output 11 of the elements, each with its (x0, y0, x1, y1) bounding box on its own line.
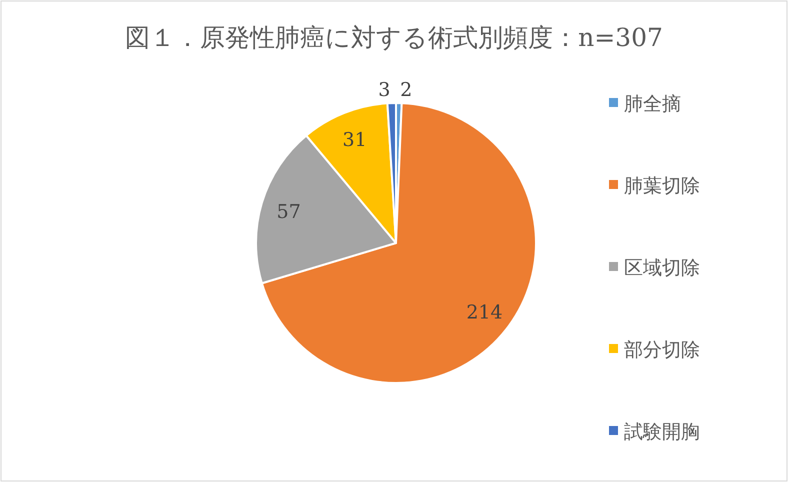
legend-label: 区域切除 (624, 257, 700, 279)
data-label: 31 (342, 128, 367, 151)
data-label: 3 (378, 79, 390, 102)
legend-label: 部分切除 (624, 339, 700, 361)
data-label: 214 (466, 302, 503, 324)
legend-label: 肺全摘 (624, 93, 681, 115)
legend-label: 肺葉切除 (624, 175, 700, 197)
legend-label: 試験開胸 (624, 421, 700, 443)
data-label: 57 (276, 200, 301, 223)
chart-title: 図１．原発性肺癌に対する術式別頻度：n=307 (125, 23, 663, 52)
data-label: 2 (400, 79, 412, 102)
